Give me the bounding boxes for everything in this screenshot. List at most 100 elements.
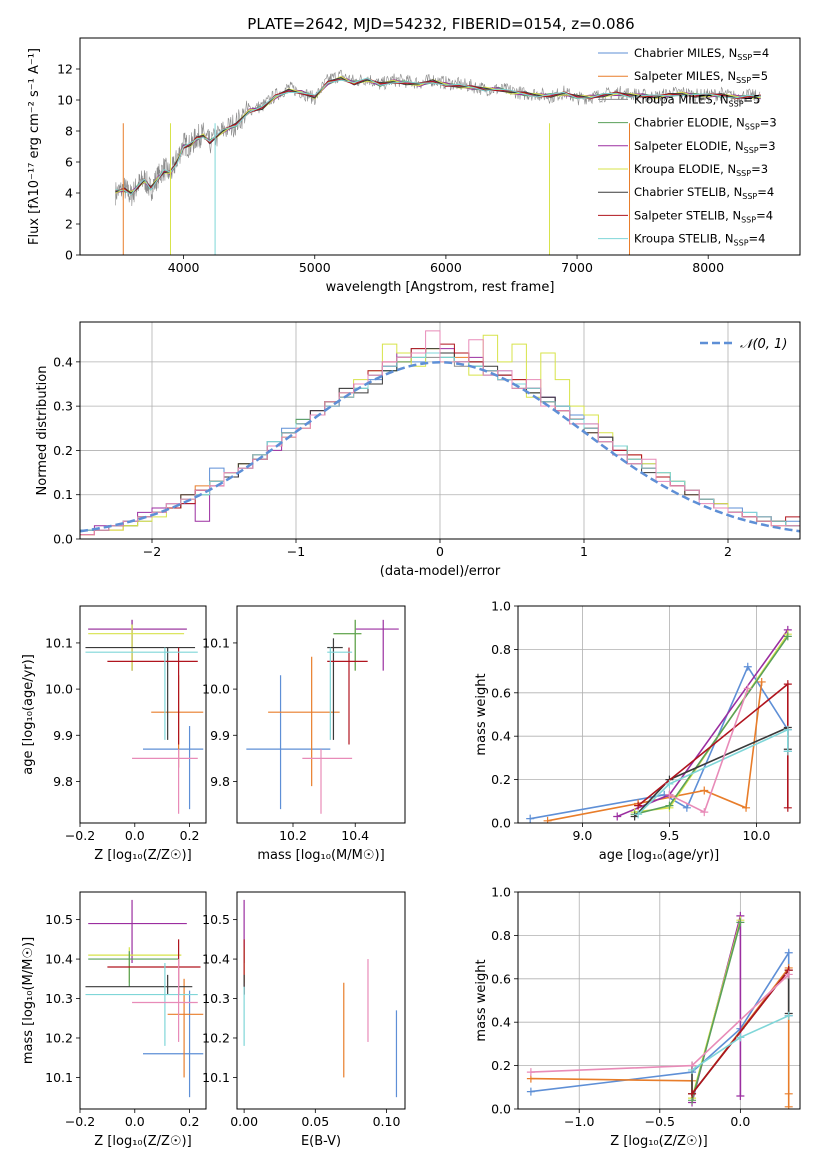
mass-weight-marker — [784, 948, 793, 957]
y-tick-label: 10.3 — [202, 991, 230, 1006]
axes-frame — [236, 891, 406, 1110]
mass-weight-marker — [526, 814, 535, 823]
y-tick-label: 1.0 — [491, 599, 511, 614]
x-tick-label: 9.0 — [572, 828, 592, 843]
plot-area-mass-vs-z — [85, 899, 204, 1098]
y-tick-label: 10.4 — [45, 952, 73, 967]
x-tick-label: 4000 — [168, 260, 200, 275]
x-tick-label: 10.2 — [279, 828, 307, 843]
error-point — [327, 638, 343, 740]
y-tick-label: 1.0 — [491, 885, 511, 900]
mass-weight-line — [637, 728, 789, 815]
panel-mass-vs-z: −0.2 0.0 0.2 10.1 10.2 10.3 10.4 10.5 Z [log₁₀(Z… — [21, 891, 207, 1149]
mass-weight-marker — [736, 1091, 745, 1100]
x-tick-label: 0 — [436, 544, 444, 559]
spectrum-data-line — [115, 69, 761, 207]
axes-frame — [79, 37, 801, 256]
mass-weight-line — [547, 681, 763, 822]
legend-label: 𝒩(0, 1) — [740, 337, 787, 352]
x-tick-label: −2 — [143, 544, 161, 559]
plots: 4000 5000 6000 7000 8000024681012wavelength … — [21, 37, 801, 1149]
y-tick-label: 12 — [57, 62, 73, 77]
y-tick-label: 10.1 — [202, 1070, 230, 1085]
legend-item: Salpeter MILES, NSSP=5 — [598, 69, 768, 85]
mass-weight-marker — [613, 812, 622, 821]
x-tick-label: 0.2 — [180, 1114, 200, 1129]
mass-weight-marker — [736, 1033, 745, 1042]
y-tick-label: 0.8 — [491, 642, 511, 657]
y-tick-label: 10.2 — [45, 1030, 73, 1045]
mass-weight-marker — [784, 1089, 793, 1098]
legend: 𝒩(0, 1) — [700, 337, 787, 352]
error-point — [88, 619, 187, 671]
y-tick-label: 10.1 — [45, 1070, 73, 1085]
x-tick-label: 10.4 — [341, 828, 369, 843]
error-point — [85, 647, 198, 740]
y-tick-label: 9.8 — [53, 774, 73, 789]
axes-frame — [79, 605, 207, 824]
x-tick-label: 10.0 — [743, 828, 771, 843]
y-tick-label: 10.0 — [202, 682, 230, 697]
axes-frame — [79, 321, 801, 540]
legend-item: Chabrier ELODIE, NSSP=3 — [598, 116, 777, 132]
x-tick-label: −1 — [287, 544, 305, 559]
y-tick-label: 8 — [65, 124, 73, 139]
y-tick-label: 9.9 — [53, 728, 73, 743]
error-point — [85, 974, 193, 995]
y-tick-label: 10.1 — [202, 635, 230, 650]
panel-age-vs-z: −0.2 0.0 0.2 9.8 9.9 10.0 10.1 Z [log₁₀(Z/Z☉)] a… — [21, 605, 207, 863]
panel-massweight-vs-z: −1.0 −0.5 0.0 0.0 0.2 0.4 0.6 0.8 1.0 Z [log₁₀(Z/… — [474, 885, 801, 1149]
x-tick-label: 8000 — [692, 260, 724, 275]
y-tick-label: 6 — [65, 155, 73, 170]
x-tick-label: 0.0 — [125, 1114, 145, 1129]
mass-weight-marker — [742, 803, 751, 812]
y-axis-label: mass weight — [474, 673, 489, 755]
mass-weight-marker — [665, 801, 674, 810]
mass-weight-line — [616, 629, 789, 818]
error-point — [85, 646, 196, 740]
mass-weight-marker — [783, 725, 792, 734]
panel-age-vs-mass: 10.2 10.4 9.8 9.9 10.0 10.1 mass [log₁₀(M/M☉)] — [202, 605, 406, 863]
legend-label: Kroupa STELIB, NSSP=4 — [634, 232, 765, 248]
gaussian-curve — [80, 361, 800, 533]
axes-frame — [79, 891, 207, 1110]
y-tick-label: 0.6 — [491, 971, 511, 986]
mass-weight-marker — [543, 816, 552, 823]
legend-label: Chabrier MILES, NSSP=4 — [634, 46, 769, 62]
mass-weight-marker — [784, 970, 793, 979]
legend-label: Kroupa ELODIE, NSSP=3 — [634, 162, 768, 178]
y-tick-label: 0.1 — [53, 487, 73, 502]
error-point — [132, 959, 198, 1042]
legend-label: Kroupa MILES, NSSP=5 — [634, 92, 760, 108]
error-point — [88, 951, 179, 987]
x-tick-label: 9.5 — [659, 828, 679, 843]
y-axis-label: mass weight — [474, 959, 489, 1041]
x-axis-label: mass [log₁₀(M/M☉)] — [257, 848, 384, 863]
error-point — [355, 619, 399, 671]
x-tick-label: 2 — [724, 544, 732, 559]
y-tick-label: 10.0 — [45, 682, 73, 697]
x-tick-label: 1 — [580, 544, 588, 559]
error-point — [327, 647, 368, 745]
axes-frame — [236, 605, 406, 824]
x-tick-label: 5000 — [299, 260, 331, 275]
x-axis-label: Z [log₁₀(Z/Z☉)] — [94, 1134, 191, 1149]
y-axis-label: Flux [fλ10⁻¹⁷ erg cm⁻² s⁻¹ A⁻¹] — [27, 48, 42, 245]
mass-weight-line — [691, 922, 742, 1101]
mass-weight-marker — [743, 662, 752, 671]
x-tick-label: 7000 — [561, 260, 593, 275]
y-tick-label: 10.4 — [202, 952, 230, 967]
mass-weight-marker — [757, 677, 766, 686]
legend-item: Kroupa ELODIE, NSSP=3 — [598, 162, 768, 178]
error-point — [85, 963, 198, 1046]
legend-label: Salpeter ELODIE, NSSP=3 — [634, 139, 776, 155]
legend-item: Kroupa MILES, NSSP=5 — [598, 92, 760, 108]
plot-area-mass-vs-ebv — [243, 899, 398, 1098]
x-axis-label: age [log₁₀(age/yr)] — [599, 848, 720, 863]
mass-weight-marker — [743, 684, 752, 693]
mass-weight-marker — [634, 810, 643, 819]
error-point — [327, 647, 353, 740]
legend-label: Chabrier STELIB, NSSP=4 — [634, 185, 774, 201]
y-tick-label: 10.3 — [45, 991, 73, 1006]
x-tick-label: 0.0 — [125, 828, 145, 843]
